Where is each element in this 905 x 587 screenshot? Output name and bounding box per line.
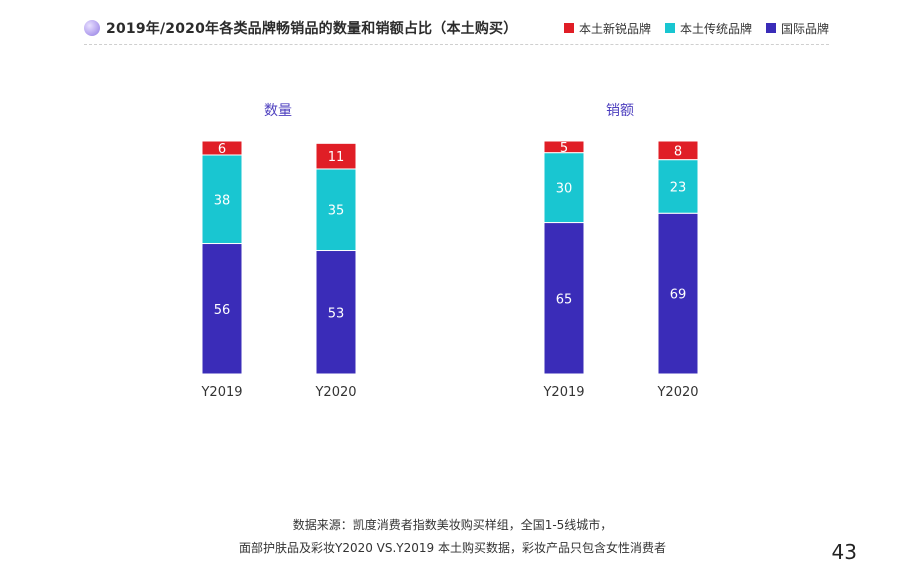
data-label: 5 bbox=[560, 141, 568, 156]
title-wrap: 2019年/2020年各类品牌畅销品的数量和销额占比（本土购买） bbox=[84, 18, 517, 38]
data-label: 6 bbox=[218, 142, 226, 157]
legend-swatch bbox=[664, 23, 675, 33]
data-label: 38 bbox=[214, 193, 231, 208]
data-label: 23 bbox=[670, 180, 687, 195]
bar-segment bbox=[543, 222, 585, 375]
data-label: 53 bbox=[328, 306, 345, 321]
legend-label: 本土新锐品牌 bbox=[578, 21, 651, 36]
bar-segment bbox=[543, 140, 585, 154]
header-divider bbox=[84, 44, 829, 45]
chart-title: 2019年/2020年各类品牌畅销品的数量和销额占比（本土购买） bbox=[106, 21, 518, 37]
data-label: 65 bbox=[556, 292, 573, 307]
data-label: 56 bbox=[214, 303, 231, 318]
bar-segment bbox=[315, 168, 357, 252]
data-label: 11 bbox=[328, 150, 345, 165]
legend-item-new-domestic: 本土新锐品牌 bbox=[563, 20, 651, 37]
category-label: Y2019 bbox=[542, 385, 584, 400]
legend-swatch bbox=[765, 23, 776, 33]
chart-subtitle: 销额 bbox=[606, 103, 634, 119]
legend: 本土新锐品牌 本土传统品牌 国际品牌 bbox=[563, 20, 829, 37]
footnote-line-2: 面部护肤品及彩妆Y2020 VS.Y2019 本土购买数据，彩妆产品只包含女性消… bbox=[238, 541, 666, 555]
category-label: Y2020 bbox=[656, 385, 698, 400]
bullet-icon bbox=[84, 20, 100, 36]
chart-subtitle: 数量 bbox=[264, 103, 292, 119]
legend-item-international: 国际品牌 bbox=[765, 20, 829, 37]
bar-segment bbox=[201, 154, 243, 245]
bar-segment bbox=[657, 212, 699, 375]
legend-swatch bbox=[563, 23, 574, 33]
data-label: 8 bbox=[674, 144, 682, 159]
page-number: 43 bbox=[831, 540, 857, 564]
bar-segment bbox=[201, 140, 243, 156]
header: 2019年/2020年各类品牌畅销品的数量和销额占比（本土购买） 本土新锐品牌 … bbox=[84, 14, 829, 42]
data-label: 35 bbox=[328, 204, 345, 219]
bar-segment bbox=[315, 142, 357, 170]
data-label: 30 bbox=[556, 182, 573, 197]
data-label: 69 bbox=[670, 288, 687, 303]
category-label: Y2020 bbox=[314, 385, 356, 400]
category-label: Y2019 bbox=[200, 385, 242, 400]
bar-segment bbox=[657, 140, 699, 161]
bar-segment bbox=[657, 159, 699, 214]
bar-segment bbox=[543, 152, 585, 224]
footnote-line-1: 数据来源：凯度消费者指数美妆购买样组，全国1-5线城市， bbox=[292, 518, 613, 532]
bar-segment bbox=[315, 250, 357, 375]
legend-item-traditional-domestic: 本土传统品牌 bbox=[664, 20, 752, 37]
legend-label: 本土传统品牌 bbox=[679, 21, 752, 36]
legend-label: 国际品牌 bbox=[780, 21, 829, 36]
